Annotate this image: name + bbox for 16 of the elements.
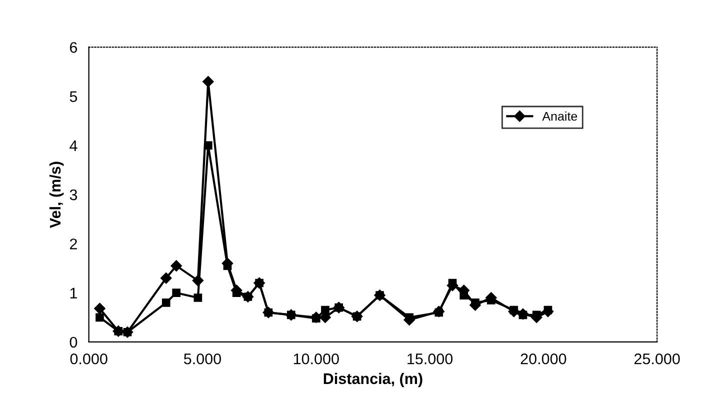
y-tick-label: 2 bbox=[70, 238, 77, 250]
y-tick-label: 4 bbox=[70, 140, 78, 151]
x-axis-title: Distancia, (m) bbox=[324, 372, 422, 388]
y-tick-label: 3 bbox=[70, 189, 78, 200]
y-tick-label: 6 bbox=[70, 42, 78, 53]
legend-label: Anaite bbox=[542, 112, 578, 121]
x-tick-label: 10.000 bbox=[294, 353, 339, 364]
x-tick-label: 20.000 bbox=[520, 353, 566, 364]
y-tick-label: 0 bbox=[70, 336, 78, 348]
x-tick-label: 5.000 bbox=[184, 353, 221, 364]
y-axis-title: Vel, (m/s) bbox=[49, 162, 64, 228]
y-tick-label: 5 bbox=[70, 91, 78, 102]
x-tick-label: 25.000 bbox=[634, 353, 680, 364]
x-tick-label: 15.000 bbox=[408, 353, 453, 364]
x-tick-label: 0.000 bbox=[70, 353, 108, 364]
y-tick-label: 1 bbox=[70, 288, 77, 298]
